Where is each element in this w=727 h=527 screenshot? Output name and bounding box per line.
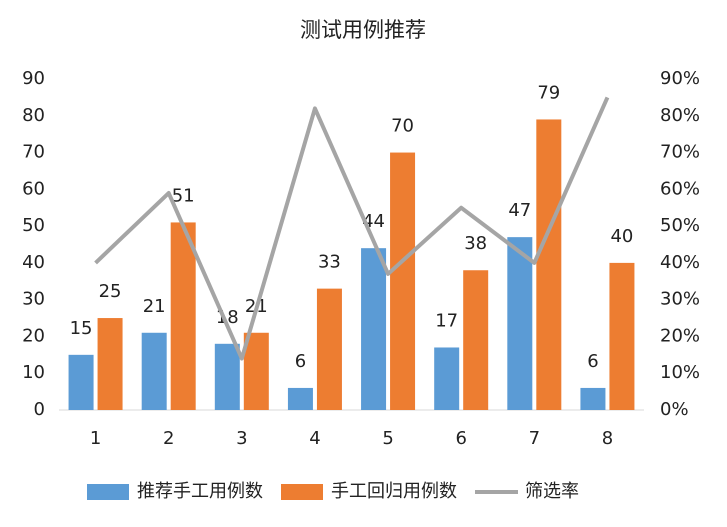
- bar: [390, 152, 416, 411]
- legend-swatch: [281, 484, 323, 500]
- bar: [580, 387, 606, 410]
- chart-title: 测试用例推荐: [300, 18, 426, 42]
- bar: [316, 288, 342, 410]
- y-tick-label: 70: [22, 142, 45, 163]
- y2-tick-label: 80%: [660, 105, 700, 126]
- bar: [463, 270, 489, 410]
- y-tick-label: 80: [22, 105, 45, 126]
- data-label: 15: [70, 318, 93, 339]
- data-label: 40: [610, 226, 633, 247]
- line-series: [94, 96, 610, 361]
- x-tick-label: 1: [90, 428, 101, 449]
- y2-tick-label: 60%: [660, 178, 700, 199]
- data-label: 6: [295, 351, 306, 372]
- bar: [68, 354, 94, 410]
- y2-tick-label: 70%: [660, 142, 700, 163]
- y2-tick-label: 40%: [660, 252, 700, 273]
- bar: [214, 343, 240, 410]
- legend-label: 筛选率: [525, 481, 579, 502]
- data-label: 25: [99, 281, 122, 302]
- bar: [97, 318, 123, 410]
- y2-tick-label: 10%: [660, 362, 700, 383]
- y-tick-label: 10: [22, 362, 45, 383]
- x-tick-label: 2: [163, 428, 174, 449]
- x-tick-label: 8: [602, 428, 613, 449]
- data-label: 6: [587, 351, 598, 372]
- bar: [170, 222, 196, 410]
- y2-tick-label: 20%: [660, 325, 700, 346]
- data-label: 21: [143, 296, 166, 317]
- data-label: 47: [508, 200, 531, 221]
- bar: [536, 119, 562, 410]
- x-tick-label: 5: [382, 428, 393, 449]
- x-tick-label: 4: [309, 428, 320, 449]
- y-tick-label: 40: [22, 252, 45, 273]
- legend-label: 推荐手工用例数: [137, 481, 263, 502]
- bar: [434, 347, 460, 410]
- y-tick-label: 60: [22, 178, 45, 199]
- bar: [243, 332, 269, 410]
- y2-tick-label: 90%: [660, 68, 700, 89]
- bar: [507, 237, 533, 410]
- data-label: 33: [318, 252, 341, 273]
- y-tick-label: 50: [22, 215, 45, 236]
- y2-tick-label: 30%: [660, 289, 700, 310]
- bar: [287, 387, 313, 410]
- data-label: 79: [537, 82, 560, 103]
- legend-swatch: [87, 484, 129, 500]
- x-tick-label: 6: [455, 428, 466, 449]
- y-tick-label: 30: [22, 289, 45, 310]
- bar: [609, 262, 635, 410]
- legend-label: 手工回归用例数: [331, 481, 457, 502]
- data-label: 51: [172, 185, 195, 206]
- y-tick-label: 20: [22, 325, 45, 346]
- data-label: 17: [435, 310, 458, 331]
- y2-tick-label: 50%: [660, 215, 700, 236]
- y-tick-label: 90: [22, 68, 45, 89]
- bar: [361, 248, 387, 410]
- y2-tick-label: 0%: [660, 399, 689, 420]
- data-label: 70: [391, 116, 414, 137]
- bar: [141, 332, 167, 410]
- y-tick-label: 0: [34, 399, 45, 420]
- x-tick-label: 7: [529, 428, 540, 449]
- data-label: 38: [464, 233, 487, 254]
- x-tick-label: 3: [236, 428, 247, 449]
